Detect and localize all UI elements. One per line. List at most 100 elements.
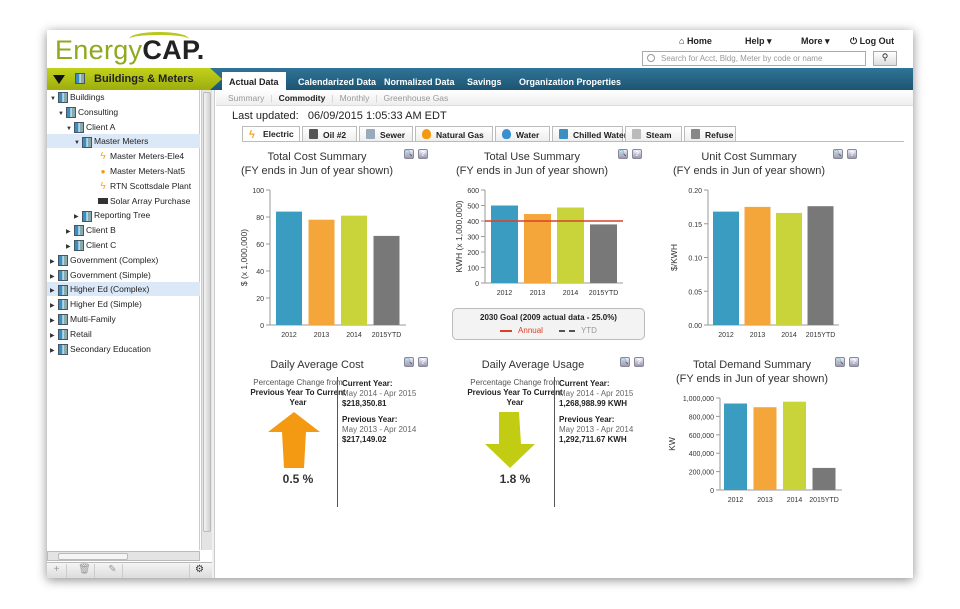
help-button[interactable]: ? <box>632 149 642 159</box>
help-button[interactable]: ? <box>849 357 859 367</box>
collapsed-icon[interactable]: ▶ <box>50 288 55 295</box>
panel-splitter[interactable] <box>212 90 215 578</box>
tree-item[interactable]: ▶ Government (Simple) <box>47 268 200 282</box>
collapsed-icon[interactable]: ▶ <box>50 303 55 310</box>
nav-tab[interactable]: Calendarized Data <box>298 77 377 87</box>
commodity-tab[interactable]: Steam <box>625 126 682 141</box>
nav-tab[interactable]: Savings <box>467 77 502 87</box>
help-menu[interactable]: Help ▾ <box>745 36 772 46</box>
tree-item[interactable]: ▼ Buildings <box>47 90 200 104</box>
commodity-tab[interactable]: Refuse <box>684 126 736 141</box>
search-input[interactable]: Search for Acct, Bldg, Meter by code or … <box>642 51 866 66</box>
bar-2015YTD[interactable] <box>373 235 400 325</box>
legend-ytd[interactable]: YTD <box>580 326 597 335</box>
expanded-icon[interactable]: ▼ <box>74 140 80 147</box>
help-button[interactable]: ? <box>418 149 428 159</box>
logout-link[interactable]: ⏻ Log Out <box>850 36 894 47</box>
expanded-icon[interactable]: ▼ <box>58 110 64 117</box>
zoom-button[interactable]: 🔍 <box>618 149 628 159</box>
collapsed-icon[interactable]: ▶ <box>50 318 55 324</box>
tree-item[interactable]: ϟ RTN Scottsdale Plant <box>47 179 200 193</box>
tree-item[interactable]: ▼ Consulting <box>47 105 200 119</box>
bar-2014[interactable] <box>557 207 584 283</box>
advanced-search-button[interactable]: ⚲ <box>873 51 897 66</box>
tree-item[interactable]: ▶ Higher Ed (Simple) <box>47 297 200 311</box>
bar-2014[interactable] <box>783 401 806 490</box>
bar-2015YTD[interactable] <box>807 206 834 325</box>
tree-item[interactable]: ▶ Reporting Tree <box>47 208 200 222</box>
tree-item[interactable]: Solar Array Purchase <box>47 194 200 208</box>
tree-item[interactable]: ▶ Client C <box>47 238 200 252</box>
bar-2012[interactable] <box>491 205 518 284</box>
home-link[interactable]: ⌂ Home <box>679 36 712 46</box>
sub-tab[interactable]: Greenhouse Gas <box>383 93 449 103</box>
bar-2013[interactable] <box>753 407 777 490</box>
scroll-thumb[interactable] <box>58 553 128 560</box>
buildings-meters-header[interactable]: Buildings & Meters <box>47 68 222 90</box>
collapsed-icon[interactable]: ▶ <box>50 347 55 354</box>
tree-horizontal-scrollbar[interactable] <box>47 551 200 561</box>
energycap-logo[interactable]: EnergyCAP. <box>55 35 205 66</box>
commodity-tab[interactable]: Natural Gas <box>415 126 493 141</box>
bar-2014[interactable] <box>341 215 367 325</box>
zoom-button[interactable]: 🔍 <box>833 149 843 159</box>
more-menu[interactable]: More ▾ <box>801 36 830 46</box>
help-button[interactable]: ? <box>634 357 644 367</box>
add-button[interactable]: + <box>47 564 67 578</box>
tree-item[interactable]: ▶ Secondary Education <box>47 342 200 356</box>
tree-item[interactable]: ▶ Multi-Family <box>47 312 200 326</box>
nav-tab[interactable]: Normalized Data <box>384 77 455 87</box>
expanded-icon[interactable]: ▼ <box>50 96 56 102</box>
nav-tab[interactable]: Organization Properties <box>519 77 622 87</box>
commodity-tab[interactable]: Chilled Water <box>552 126 627 141</box>
tree-item[interactable]: ▶ Retail <box>47 327 200 341</box>
bar-2012[interactable] <box>724 403 747 490</box>
collapsed-icon[interactable]: ▶ <box>66 244 71 250</box>
chilled-water-icon <box>559 129 568 139</box>
zoom-button[interactable]: 🔍 <box>404 357 414 367</box>
chart-title: Total Cost Summary (FY ends in Jun of yea… <box>217 150 417 178</box>
tree-item[interactable]: ● Master Meters-Nat5 <box>47 164 200 178</box>
zoom-button[interactable]: 🔍 <box>404 149 414 159</box>
zoom-button[interactable]: 🔍 <box>835 357 845 367</box>
bar-2013[interactable] <box>308 219 335 325</box>
commodity-tab[interactable]: Water <box>495 126 550 141</box>
sub-tab[interactable]: Monthly <box>339 93 370 103</box>
settings-button[interactable]: ⚙ <box>189 564 209 578</box>
zoom-button[interactable]: 🔍 <box>620 357 630 367</box>
bar-2013[interactable] <box>524 214 551 283</box>
edit-button[interactable]: ✎ <box>103 564 123 578</box>
sub-tab[interactable]: Commodity <box>278 93 326 103</box>
help-button[interactable]: ? <box>847 149 857 159</box>
collapsed-icon[interactable]: ▶ <box>74 214 79 221</box>
commodity-tab[interactable]: ϟ Electric <box>242 126 300 142</box>
commodity-tab[interactable]: Sewer <box>359 126 413 141</box>
collapsed-icon[interactable]: ▶ <box>66 229 71 236</box>
tree-vertical-scrollbar[interactable] <box>201 90 212 550</box>
collapse-icon[interactable] <box>53 75 65 84</box>
bar-2015YTD[interactable] <box>590 224 617 283</box>
delete-button[interactable]: 🗑 <box>75 564 95 578</box>
tree-item[interactable]: ▼ Client A <box>47 120 200 134</box>
tree-item[interactable]: ϟ Master Meters-Ele4 <box>47 149 200 163</box>
tree-item[interactable]: ▶ Government (Complex) <box>47 253 200 267</box>
tree-item[interactable]: ▶ Client B <box>47 223 200 237</box>
nav-tab[interactable]: Actual Data <box>222 72 286 90</box>
commodity-tab[interactable]: Oil #2 <box>302 126 357 141</box>
bar-2012[interactable] <box>713 211 739 325</box>
sub-tab[interactable]: Summary <box>228 93 265 103</box>
help-button[interactable]: ? <box>418 357 428 367</box>
scroll-thumb[interactable] <box>203 92 211 532</box>
previous-value: 1,292,711.67 KWH <box>559 435 627 444</box>
legend-annual[interactable]: Annual <box>518 326 543 335</box>
collapsed-icon[interactable]: ▶ <box>50 332 55 339</box>
expanded-icon[interactable]: ▼ <box>66 125 72 132</box>
tree-item[interactable]: ▼ Master Meters <box>47 134 200 149</box>
tree-item[interactable]: ▶ Higher Ed (Complex) <box>47 282 200 297</box>
bar-2015YTD[interactable] <box>812 467 836 490</box>
bar-2012[interactable] <box>276 211 302 325</box>
bar-2013[interactable] <box>744 206 771 325</box>
bar-2014[interactable] <box>776 212 802 325</box>
collapsed-icon[interactable]: ▶ <box>50 273 55 280</box>
collapsed-icon[interactable]: ▶ <box>50 258 55 265</box>
